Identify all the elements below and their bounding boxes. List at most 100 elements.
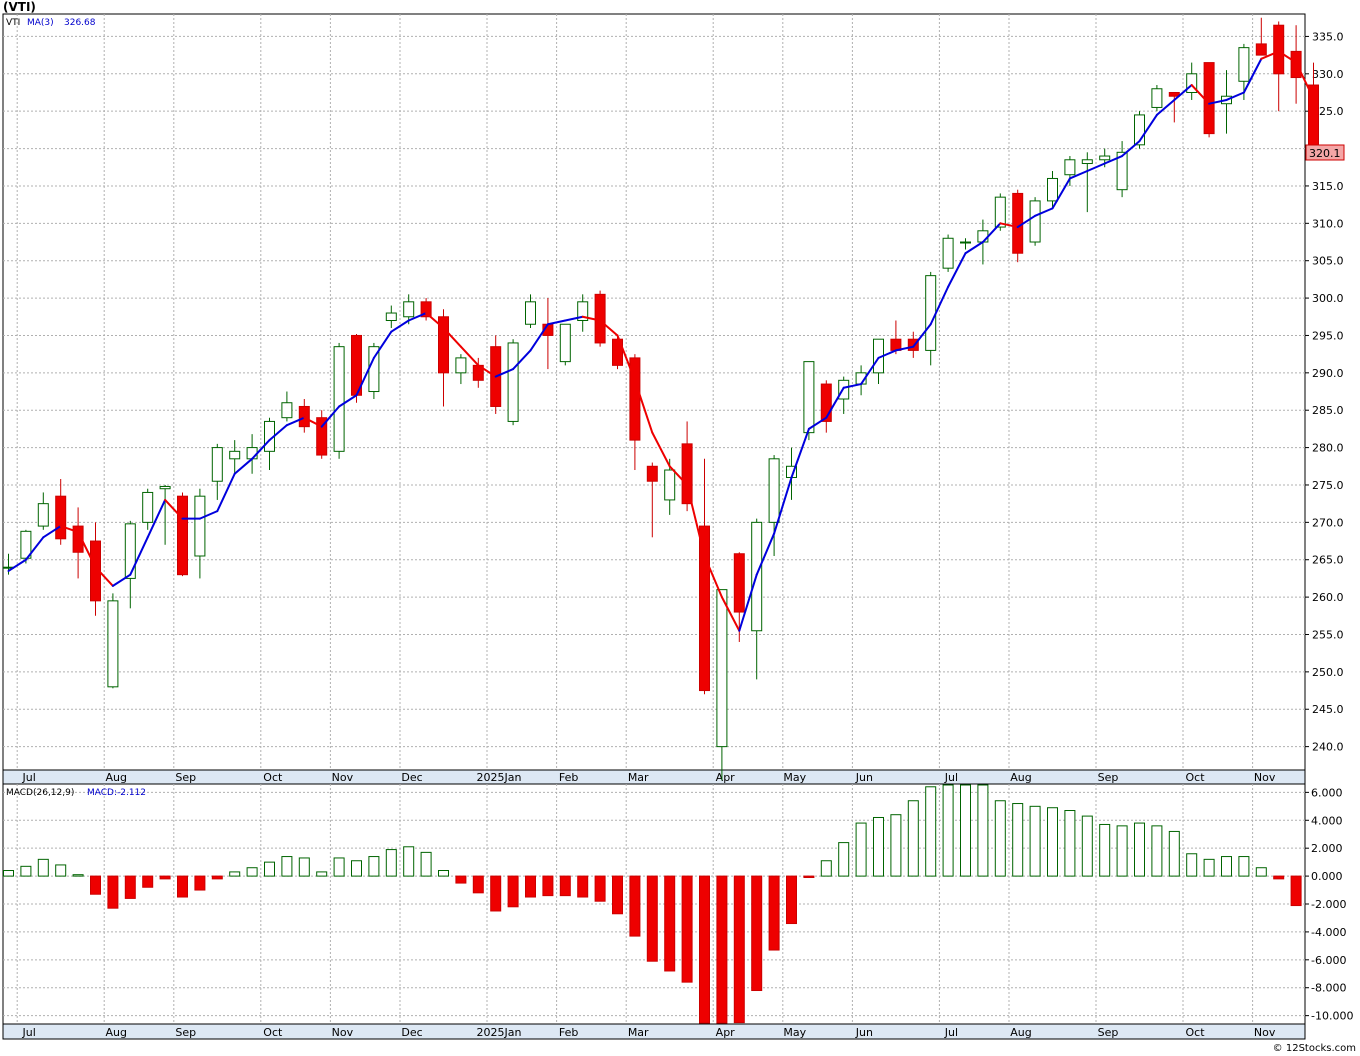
macd-bar — [925, 786, 937, 877]
candle-body — [1255, 43, 1267, 56]
macd-y-tick-label: -10.000 — [1311, 1010, 1353, 1023]
price-x-tick-label: 2025Jan — [477, 771, 522, 784]
last-price-label: 320.1 — [1309, 147, 1341, 160]
candle-body — [1012, 192, 1024, 254]
macd-x-tick-label: Nov — [332, 1026, 354, 1039]
macd-x-tick-label: Jun — [855, 1026, 873, 1039]
macd-bar — [1064, 810, 1076, 877]
price-y-tick-label: 250.0 — [1312, 666, 1344, 679]
candle-body — [159, 485, 171, 490]
ma3-segment — [790, 427, 810, 479]
candle-body — [1134, 114, 1145, 146]
candle-body — [733, 553, 745, 613]
macd-bar — [1134, 822, 1145, 877]
macd-bar — [246, 867, 258, 877]
candles — [3, 17, 1319, 781]
ma3-segment — [720, 596, 741, 632]
candle-body — [960, 241, 971, 244]
macd-bar — [281, 856, 293, 877]
price-panel: 240.0 245.0 250.0 255.0 260.0 265.0 270.0 275.0… — [2, 13, 1345, 785]
macd-bar — [264, 861, 275, 877]
price-x-tick-label: Sep — [1098, 771, 1119, 784]
ma3-segment — [338, 394, 358, 408]
ma3-segment — [807, 416, 828, 430]
macd-bar — [664, 875, 676, 972]
macd-y-tick-label: -2.000 — [1311, 898, 1346, 911]
ma3-segment — [686, 483, 706, 557]
macd-bar — [890, 814, 902, 877]
ma3-segment — [355, 356, 375, 397]
ma3-segment — [981, 222, 1002, 244]
macd-bar — [838, 842, 850, 877]
macd-bar — [177, 875, 188, 898]
ma3-segment — [564, 315, 584, 322]
ma3-segment — [146, 498, 167, 539]
macd-bar — [142, 875, 154, 888]
ma3-segment — [599, 319, 619, 337]
macd-x-axis: Jul Aug Sep Oct Nov Dec 2025Jan Feb Mar Apr May Jun… — [2, 1023, 1306, 1040]
price-y-tick-label: 265.0 — [1312, 554, 1344, 567]
macd-bar — [1255, 867, 1267, 877]
candle-body — [194, 495, 206, 557]
macd-bar — [1151, 825, 1163, 877]
price-y-tick-label: 280.0 — [1312, 442, 1344, 455]
macd-bar — [942, 784, 954, 877]
legend-ma-label: MA(3) — [27, 18, 54, 28]
price-gridlines — [3, 14, 1305, 770]
macd-y-tick-label: -8.000 — [1311, 982, 1346, 995]
ma3-segment — [372, 330, 393, 359]
macd-bar — [333, 857, 345, 877]
candle-body — [1151, 88, 1163, 108]
ma3-segment — [860, 356, 880, 386]
candle-body — [507, 342, 519, 422]
macd-bar — [194, 875, 206, 891]
ma3-segment — [442, 326, 462, 348]
macd-bar — [994, 800, 1006, 877]
ma3-segment — [425, 312, 445, 329]
ma3-segment — [929, 285, 950, 326]
macd-bar — [1290, 875, 1302, 907]
macd-bar — [751, 875, 763, 992]
candle-body — [1273, 24, 1285, 75]
macd-bar — [803, 875, 815, 878]
macd-x-tick-label: Sep — [1098, 1026, 1119, 1039]
macd-bar — [90, 875, 101, 895]
candle-body — [907, 338, 919, 351]
macd-bar — [455, 875, 467, 884]
candle-body — [72, 525, 84, 553]
macd-bar — [1099, 823, 1111, 877]
candle-body — [316, 417, 328, 456]
candle-body — [438, 316, 449, 374]
candle-body — [298, 405, 310, 428]
ma3-segment — [1138, 113, 1158, 143]
macd-bar — [873, 816, 884, 877]
candle-body — [55, 495, 67, 540]
ma3-segment — [164, 498, 184, 520]
price-y-tick-label: 305.0 — [1312, 255, 1344, 268]
ma3-segment — [964, 241, 984, 255]
price-y-tick-label: 315.0 — [1312, 180, 1344, 193]
macd-bar — [229, 871, 241, 877]
macd-bar — [786, 875, 797, 925]
macd-bar — [646, 875, 658, 962]
candle-body — [1029, 200, 1041, 243]
candle-body — [612, 338, 623, 366]
ma3-segment — [407, 312, 428, 322]
macd-x-tick-label: Oct — [263, 1026, 283, 1039]
price-x-tick-label: Mar — [628, 771, 649, 784]
ma3-segment — [129, 536, 149, 576]
candle-body — [1047, 177, 1058, 202]
macd-bar — [1203, 858, 1215, 877]
candle-body — [977, 230, 989, 243]
candle-body — [994, 196, 1006, 228]
macd-bar — [1029, 805, 1041, 877]
ma3-segment — [1295, 61, 1315, 100]
macd-panel: 6.000 4.000 2.000 0.000 -2.000 -4.000 -6.000 -8… — [2, 783, 1353, 1040]
candle-body — [37, 503, 49, 527]
candle-body — [124, 523, 136, 579]
macd-bar — [1168, 830, 1180, 877]
macd-x-tick-label: Nov — [1254, 1026, 1276, 1039]
macd-x-tick-label: 2025Jan — [477, 1026, 522, 1039]
candle-body — [577, 301, 589, 322]
macd-bar — [1047, 807, 1058, 877]
